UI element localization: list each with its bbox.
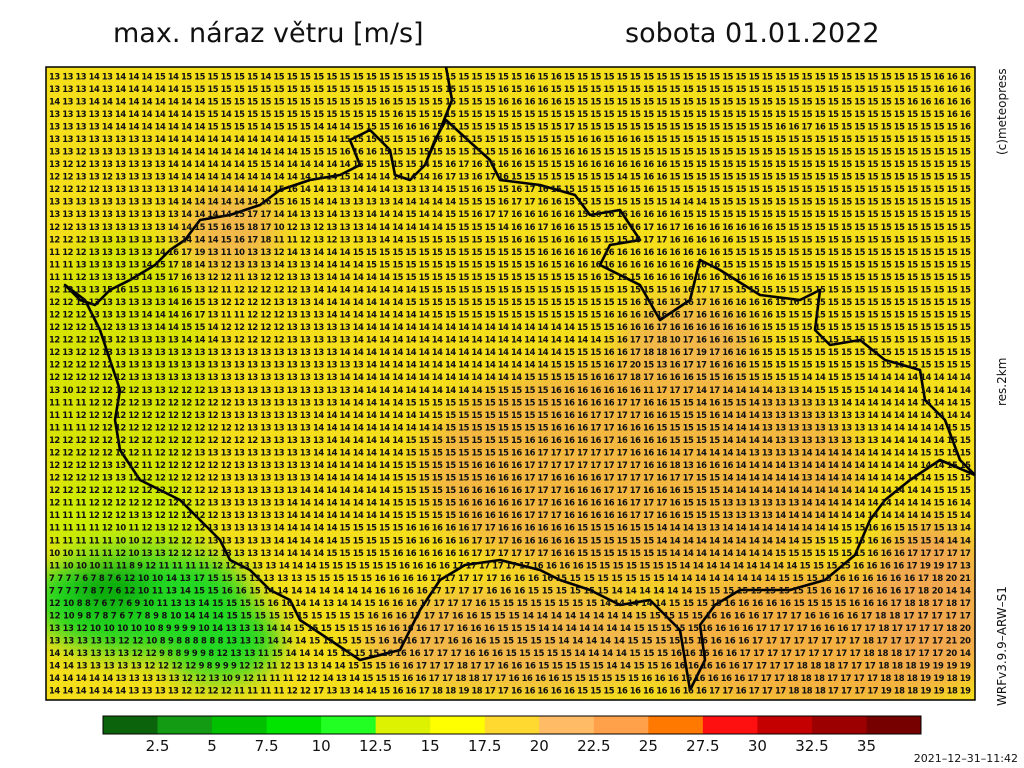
value-row: 11 11 13 13 13 13 13 14 15 17 18 14 13 1… [49, 259, 971, 269]
value-row: 12 12 13 13 15 16 15 13 13 16 15 13 12 1… [49, 284, 971, 294]
map-date: sobota 01.01.2022 [625, 18, 880, 49]
value-row: 14 14 13 13 13 13 12 12 9 8 8 9 9 9 8 12… [49, 648, 971, 658]
colorbar-label: 7.5 [255, 737, 279, 755]
colorbar-frame [102, 715, 922, 735]
colorbar-label: 32.5 [795, 737, 828, 755]
value-row: 12 12 12 12 12 12 12 12 12 12 12 12 12 1… [49, 485, 971, 495]
value-row: 11 11 11 12 12 12 12 12 12 12 12 12 12 1… [49, 422, 971, 432]
colorbar-swatch [702, 716, 758, 734]
value-row: 12 12 12 12 12 12 12 12 12 12 12 12 12 1… [49, 435, 971, 445]
colorbar-swatch [266, 716, 322, 734]
value-row: 13 10 12 12 12 12 12 13 13 12 12 12 13 1… [49, 385, 971, 395]
timestamp: 2021–12–31–11:42 [914, 752, 1018, 765]
value-row: 7 7 7 7 6 7 8 7 6 12 10 10 14 13 17 15 1… [49, 573, 971, 583]
value-row: 13 13 13 14 13 14 14 14 15 14 15 15 15 1… [49, 71, 971, 81]
colorbar-label: 25 [639, 737, 658, 755]
value-row: 12 12 12 12 13 13 12 12 12 12 12 12 12 1… [49, 473, 971, 483]
colorbar-label: 2.5 [146, 737, 170, 755]
resolution: res.2km [995, 358, 1009, 406]
colorbar-swatch [212, 716, 268, 734]
value-row: 12 12 13 13 12 13 13 13 13 14 14 14 14 1… [49, 172, 971, 182]
value-row: 14 14 14 14 14 13 13 13 13 13 12 12 13 1… [49, 673, 971, 683]
colorbar-label: 35 [857, 737, 876, 755]
value-grid: 13 13 13 14 13 14 14 14 15 14 15 15 15 1… [49, 71, 971, 695]
map-title: max. náraz větru [m/s] [113, 18, 424, 49]
colorbar-swatch [593, 716, 649, 734]
colorbar-swatch [103, 716, 159, 734]
value-row: 7 7 7 7 7 8 7 7 6 12 10 11 13 14 15 15 1… [49, 585, 971, 595]
value-row: 13 13 13 13 13 13 13 13 13 14 14 14 14 1… [49, 197, 971, 207]
field-shading [46, 190, 975, 700]
colorbar-label: 12.5 [359, 737, 392, 755]
value-row: 10 10 11 11 11 12 10 13 13 12 12 12 12 1… [49, 548, 971, 558]
country-border [63, 67, 975, 691]
colorbar-label: 17.5 [468, 737, 501, 755]
value-row: 12 13 12 12 13 13 13 13 13 13 13 13 13 1… [49, 347, 971, 357]
colorbar-swatch [648, 716, 704, 734]
value-row: 12 12 12 12 12 12 12 11 12 12 12 13 13 1… [49, 447, 971, 457]
value-row: 13 13 13 13 14 14 14 14 14 14 14 14 15 1… [49, 121, 971, 131]
value-row: 14 14 14 14 14 14 13 13 13 13 12 12 12 1… [49, 686, 971, 696]
map-frame [45, 66, 976, 701]
copyright: (c)meteopress [995, 68, 1009, 155]
colorbar-label: 15 [421, 737, 440, 755]
value-row: 13 13 13 13 13 13 13 13 14 14 14 14 14 1… [49, 134, 971, 144]
value-row: 13 13 13 13 13 13 13 13 13 13 14 14 14 1… [49, 209, 971, 219]
value-row: 12 12 12 12 13 13 12 11 12 12 12 12 12 1… [49, 460, 971, 470]
value-row: 12 12 12 12 13 13 13 13 13 13 14 14 14 1… [49, 184, 971, 194]
value-row: 14 13 13 14 14 14 14 14 14 14 14 14 15 1… [49, 96, 971, 106]
colorbar-swatch [811, 716, 867, 734]
colorbar-swatch [757, 716, 813, 734]
colorbar-swatch [157, 716, 213, 734]
colorbar-label: 20 [530, 737, 549, 755]
field: 13 13 13 14 13 14 14 14 15 14 15 15 15 1… [46, 67, 975, 700]
value-row: 11 11 12 12 12 12 12 12 12 12 12 13 12 1… [49, 410, 971, 420]
value-row: 13 13 12 13 13 13 13 13 13 14 14 14 14 1… [49, 147, 971, 157]
value-row: 12 11 11 12 12 12 12 12 12 12 12 12 13 1… [49, 498, 971, 508]
colorbar-label: 27.5 [686, 737, 719, 755]
value-row: 12 12 12 12 12 12 13 13 13 13 13 13 13 1… [49, 372, 971, 382]
value-row: 12 10 8 8 7 6 7 7 6 9 10 11 13 13 14 15 … [49, 598, 971, 608]
colorbar-label: 10 [312, 737, 331, 755]
value-row: 12 10 9 8 7 8 7 6 7 7 8 9 8 10 14 14 14 … [49, 610, 971, 620]
colorbar-swatch [539, 716, 595, 734]
value-row: 12 12 12 13 13 13 13 14 14 14 16 17 13 1… [49, 310, 971, 320]
colorbar-swatch [430, 716, 486, 734]
value-row: 11 11 12 13 13 13 13 14 15 17 16 13 12 1… [49, 272, 971, 282]
value-row: 14 14 13 13 13 13 13 12 12 12 12 9 8 9 9… [49, 661, 971, 671]
value-row: 11 11 11 11 11 10 10 12 13 12 12 12 13 1… [49, 535, 971, 545]
value-row: 12 12 12 12 13 12 13 13 13 13 14 14 14 1… [49, 335, 971, 345]
colorbar-label: 5 [207, 737, 217, 755]
colorbar-swatch [484, 716, 540, 734]
value-row: 11 10 10 10 11 11 8 9 12 11 11 11 11 12 … [49, 560, 971, 570]
value-row: 12 12 12 13 12 13 13 13 14 14 15 15 14 1… [49, 322, 971, 332]
colorbar: 2.5 5 7.5 10 12.5 15 17.5 20 22.5 25 27.5 30 32.5 35 [102, 715, 922, 755]
value-row: 12 12 12 12 12 13 13 13 13 13 13 13 13 1… [49, 360, 971, 370]
value-row: 12 12 13 13 13 13 13 13 13 14 14 15 15 1… [49, 222, 971, 232]
value-row: 11 11 11 12 12 12 12 13 12 12 12 12 12 1… [49, 397, 971, 407]
value-row: 12 12 12 13 13 13 13 13 13 14 16 15 13 1… [49, 297, 971, 307]
colorbar-swatch [375, 716, 431, 734]
value-row: 11 11 11 12 12 12 13 13 12 12 12 12 12 1… [49, 510, 971, 520]
model-name: WRFv3.9.9–ARW–S1 [995, 586, 1009, 706]
value-row: 13 12 12 13 13 13 13 13 13 14 14 14 14 1… [49, 159, 971, 169]
value-row: 11 12 12 13 13 13 13 13 14 16 17 19 13 1… [49, 247, 971, 257]
value-row: 13 13 13 14 13 14 14 14 14 14 15 15 15 1… [49, 84, 971, 94]
colorbar-label: 22.5 [577, 737, 610, 755]
value-row: 13 13 13 13 13 12 12 10 8 9 8 8 8 8 8 8 … [49, 636, 971, 646]
colorbar-swatch [321, 716, 377, 734]
value-row: 12 12 12 13 13 13 13 13 13 13 14 14 14 1… [49, 234, 971, 244]
value-row: 13 13 13 13 13 14 14 14 14 14 14 15 15 1… [49, 109, 971, 119]
value-row: 13 13 12 10 10 10 10 10 8 9 9 9 9 10 14 … [49, 623, 971, 633]
colorbar-label: 30 [748, 737, 767, 755]
value-row: 11 11 11 11 12 10 11 12 13 12 12 12 13 1… [49, 523, 971, 533]
colorbar-swatch [866, 716, 922, 734]
